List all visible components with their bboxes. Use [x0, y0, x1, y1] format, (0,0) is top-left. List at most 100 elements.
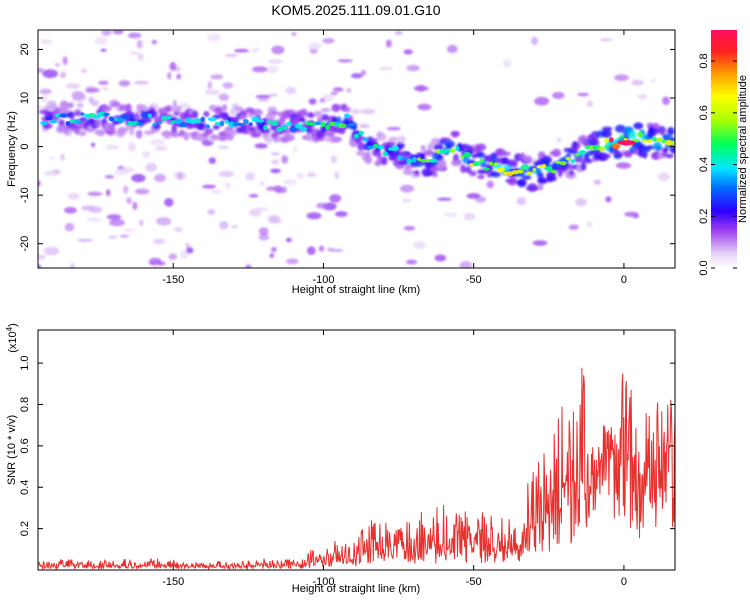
- spectrogram-cell: [97, 111, 106, 117]
- y-tick-label: 20: [19, 43, 31, 55]
- spectrogram-cell: [134, 111, 140, 121]
- y-tick-label: 0.4: [19, 480, 31, 495]
- spectrogram-cell: [450, 130, 461, 137]
- spectrogram-cell: [642, 139, 648, 143]
- spectrogram-cell: [572, 141, 578, 149]
- spectrogram-cell: [267, 93, 279, 97]
- spectrogram-cell: [597, 146, 606, 151]
- spectrogram-cell: [628, 131, 637, 139]
- spectrogram-cell: [532, 240, 548, 246]
- spectrogram-cell: [652, 136, 657, 142]
- spectrogram-cell: [205, 124, 210, 129]
- spectrogram-cell: [231, 117, 240, 123]
- spectrogram-cell: [328, 136, 343, 143]
- spectrogram-cell: [276, 135, 282, 143]
- spectrogram-cell: [94, 129, 106, 136]
- spectrogram-cell: [479, 158, 484, 163]
- spectrogram-cell: [144, 118, 152, 123]
- spectrogram-cell: [334, 211, 348, 217]
- spectrogram-cell: [108, 116, 115, 122]
- spectrogram-cell: [238, 122, 244, 127]
- spectrogram-cell: [502, 171, 509, 175]
- spectrogram-cell: [377, 144, 384, 150]
- spectrogram-cell: [611, 143, 621, 150]
- spectrogram-cell: [269, 253, 275, 258]
- spectrogram-cell: [511, 160, 518, 168]
- svg-text:(x104): (x104): [5, 323, 19, 353]
- spectrogram-cell: [473, 161, 481, 167]
- spectrogram-cell: [74, 111, 82, 116]
- spectrogram-cell: [337, 123, 347, 129]
- x-tick-label: -50: [466, 274, 482, 286]
- colorbar: 0.0 0.2 0.4 0.6 0.8 Normalized spectral ampl…: [698, 30, 749, 276]
- spectrogram-cell: [436, 197, 452, 201]
- spectrogram-cell: [653, 127, 659, 134]
- spectrogram-cell: [131, 173, 146, 183]
- colorbar-tick-label: 0.8: [698, 53, 710, 68]
- spectrogram-cell: [65, 83, 81, 89]
- spectrogram-cell: [183, 131, 190, 141]
- colorbar-label: Normalized spectral amplitude: [737, 75, 749, 223]
- spectrogram-cell: [358, 130, 365, 136]
- spectrogram-cell: [258, 227, 269, 236]
- x-tick-label: -50: [466, 576, 482, 588]
- snr-y-axis-label: SNR (10 * v/v): [6, 415, 18, 485]
- spectrogram-cell: [379, 66, 393, 71]
- spectrogram-cell: [376, 133, 387, 141]
- y-tick-label: 0: [19, 144, 31, 150]
- spectrogram-cell: [119, 234, 129, 238]
- spectrogram-cell: [286, 121, 293, 126]
- spectrogram-cell: [251, 66, 268, 73]
- spectrogram-cell: [167, 71, 172, 80]
- colorbar-tick-label: 0.4: [698, 157, 710, 172]
- spectrogram-cell: [207, 208, 216, 216]
- spectrogram-cell: [62, 56, 68, 66]
- spectrogram-cell: [179, 124, 188, 128]
- spectrogram-cell: [67, 192, 80, 200]
- y-tick-label: 10: [19, 92, 31, 104]
- spectrogram-cell: [486, 180, 494, 189]
- spectrogram-cell: [446, 144, 452, 150]
- spectrogram-cell: [103, 113, 110, 116]
- spectrogram-cell: [225, 53, 238, 57]
- spectrogram-cell: [285, 237, 292, 243]
- spectrogram-cell: [307, 42, 322, 51]
- spectrogram-cell: [400, 184, 415, 193]
- spectrogram-cell: [275, 188, 288, 194]
- spectrogram-cell: [477, 151, 486, 159]
- spectrogram-cell: [551, 91, 565, 100]
- spectrogram-cell: [405, 259, 418, 265]
- spectrogram-cell: [104, 175, 115, 179]
- spectrogram-cell: [141, 112, 149, 118]
- spectrogram-cell: [45, 116, 53, 121]
- spectrogram-cell: [268, 214, 281, 224]
- spectrogram-cell: [466, 193, 481, 199]
- spectrogram-cell: [516, 197, 527, 206]
- spectrogram-cell: [475, 143, 487, 151]
- spectrogram-cell: [347, 123, 357, 127]
- snr-ticks: -150 -100 -50 0 0.2 0.4 0.6 0.8 1.0: [19, 330, 675, 588]
- spectrogram-cell: [172, 99, 177, 109]
- spectrogram-cell: [516, 169, 524, 174]
- spectrogram-cell: [101, 105, 112, 112]
- spectrogram-cell: [135, 129, 143, 139]
- spectrogram-cell: [550, 175, 557, 182]
- spectrogram-cell: [281, 155, 289, 164]
- spectrogram-cell: [164, 198, 174, 207]
- spectrogram-cell: [233, 106, 244, 112]
- spectrogram-cell: [631, 79, 644, 86]
- spectrogram-cell: [316, 202, 327, 209]
- spectrogram-cell: [434, 254, 447, 262]
- x-tick-label: -150: [162, 576, 184, 588]
- spectrogram-cell: [580, 161, 587, 171]
- spectrogram-cell: [578, 150, 587, 155]
- spectrogram-cell: [662, 96, 670, 105]
- spectrogram-cell: [214, 106, 223, 114]
- spectrogram-cell: [259, 180, 265, 186]
- spectrogram-cell: [137, 53, 144, 61]
- spectrogram-cell: [49, 120, 58, 124]
- spectrogram-cell: [156, 217, 172, 226]
- spectrogram-cell: [430, 137, 442, 145]
- spectrogram-cell: [364, 155, 373, 165]
- spectrogram-cell: [601, 129, 612, 139]
